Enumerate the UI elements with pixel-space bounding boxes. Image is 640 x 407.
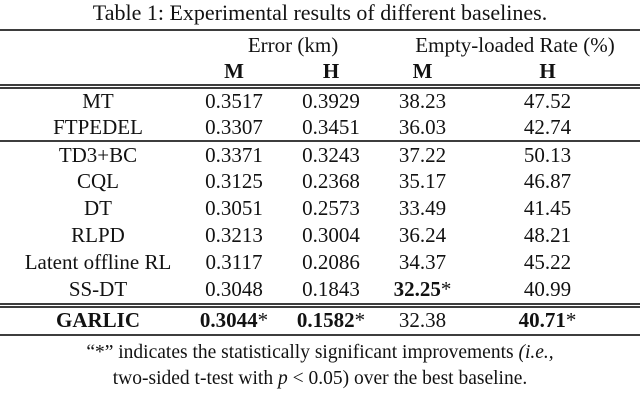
sub-header-rate-m: M xyxy=(390,59,456,89)
cell: 0.2086 xyxy=(302,250,360,274)
row-label: SS-DT xyxy=(0,276,196,308)
empty-corner-cell xyxy=(0,30,196,59)
footnote-line-1: “*” indicates the statistically signific… xyxy=(86,342,554,363)
empty-corner-cell xyxy=(0,59,196,89)
cell: 41.45 xyxy=(523,196,572,220)
cell: 0.3051 xyxy=(205,196,263,220)
row-label: DT xyxy=(84,196,112,220)
table-row-mt: MT 0.3517 0.3929 38.23 47.52 xyxy=(0,87,640,115)
row-label: RLPD xyxy=(71,223,125,247)
row-label: MT xyxy=(82,89,114,113)
table-row-td3bc: TD3+BC 0.3371 0.3243 37.22 50.13 xyxy=(0,141,640,168)
table-row-rlpd: RLPD 0.3213 0.3004 36.24 48.21 xyxy=(0,222,640,249)
results-table: Error (km) Empty-loaded Rate (%) M H M H… xyxy=(0,29,640,336)
cell: 0.1582* xyxy=(296,308,366,333)
group-header-row: Error (km) Empty-loaded Rate (%) xyxy=(0,30,640,59)
cell: 40.99 xyxy=(455,276,640,308)
table-row-garlic: GARLIC 0.3044* 0.1582* 32.38 40.71* xyxy=(0,305,640,335)
cell: 0.3307 xyxy=(196,114,272,142)
table-row-ssdt: SS-DT 0.3048 0.1843 32.25* 40.99 xyxy=(0,276,640,308)
row-label: Latent offline RL xyxy=(24,250,172,274)
table-row-ftpedel: FTPEDEL 0.3307 0.3451 36.03 42.74 xyxy=(0,114,640,142)
cell: 0.3929 xyxy=(302,89,360,113)
footnote-line-2: two-sided t-test with p < 0.05) over the… xyxy=(112,368,528,389)
cell: 36.03 xyxy=(390,114,456,142)
table-caption: Table 1: Experimental results of differe… xyxy=(92,0,548,25)
cell: 33.49 xyxy=(398,196,447,220)
cell: 40.71* xyxy=(518,308,577,333)
cell: 0.3371 xyxy=(205,142,263,167)
cell: 0.3213 xyxy=(205,223,263,247)
cell: 48.21 xyxy=(523,223,572,247)
cell: 37.22 xyxy=(398,142,447,167)
sub-header-row: M H M H xyxy=(0,59,640,89)
table-footnote: “*” indicates the statistically signific… xyxy=(0,340,640,392)
cell: 0.3004 xyxy=(302,223,360,247)
cell: 0.3517 xyxy=(205,89,263,113)
cell: 0.3117 xyxy=(205,250,263,274)
cell: 38.23 xyxy=(398,89,447,113)
sub-header-error-h: H xyxy=(272,59,391,89)
cell: 0.3044* xyxy=(199,308,269,333)
cell: 0.3451 xyxy=(272,114,391,142)
cell: 0.2368 xyxy=(302,169,360,193)
cell: 45.22 xyxy=(523,250,572,274)
cell: 50.13 xyxy=(523,142,572,167)
cell: 0.3125 xyxy=(205,169,263,193)
cell: 0.2573 xyxy=(302,196,360,220)
cell: 35.17 xyxy=(398,169,447,193)
row-label: FTPEDEL xyxy=(0,114,196,142)
cell: 42.74 xyxy=(455,114,640,142)
row-label: GARLIC xyxy=(55,308,140,333)
cell: 0.3243 xyxy=(302,142,360,167)
cell: 0.1843 xyxy=(272,276,391,308)
cell: 32.25* xyxy=(390,276,456,308)
row-label: TD3+BC xyxy=(58,142,138,167)
cell: 0.3048 xyxy=(196,276,272,308)
cell: 36.24 xyxy=(398,223,447,247)
cell: 32.38 xyxy=(398,308,447,333)
cell: 47.52 xyxy=(523,89,572,113)
cell: 34.37 xyxy=(398,250,447,274)
row-label: CQL xyxy=(77,169,119,193)
table-row-latent-offline-rl: Latent offline RL 0.3117 0.2086 34.37 45… xyxy=(0,249,640,276)
cell: 46.87 xyxy=(523,169,572,193)
table-row-dt: DT 0.3051 0.2573 33.49 41.45 xyxy=(0,195,640,222)
table-row-cql: CQL 0.3125 0.2368 35.17 46.87 xyxy=(0,168,640,195)
group-header-error: Error (km) xyxy=(247,32,339,57)
sub-header-rate-h: H xyxy=(455,59,640,89)
sub-header-error-m: M xyxy=(196,59,272,89)
group-header-empty-loaded-rate: Empty-loaded Rate (%) xyxy=(415,32,615,57)
